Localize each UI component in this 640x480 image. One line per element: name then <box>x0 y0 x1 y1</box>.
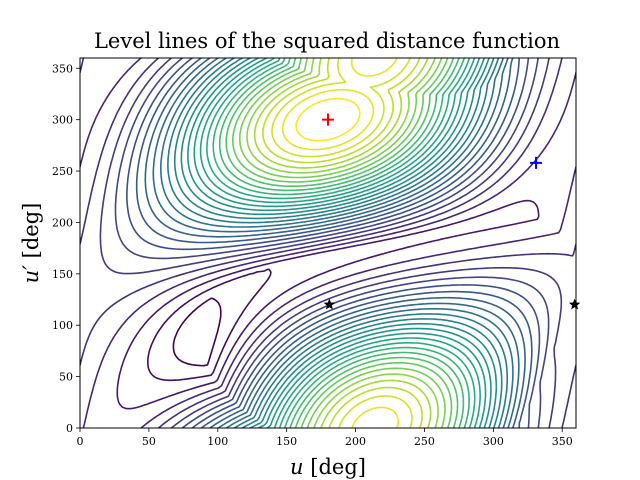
x-axis-label-var: u <box>290 455 304 479</box>
y-tick-label: 350 <box>52 62 73 75</box>
plus-marker <box>322 113 334 126</box>
contour-level <box>281 58 399 428</box>
x-tick-label: 250 <box>414 435 435 448</box>
contour-level <box>135 58 533 428</box>
y-tick-label: 50 <box>59 371 73 384</box>
contour-level <box>295 97 361 142</box>
y-tick-label: 0 <box>66 422 73 435</box>
x-tick-label: 100 <box>207 435 228 448</box>
y-axis-label-unit: [deg] <box>19 203 43 265</box>
chart-title: Level lines of the squared distance func… <box>94 29 560 53</box>
x-tick-label: 150 <box>276 435 297 448</box>
markers <box>322 113 581 310</box>
y-axis-label: u′ [deg] <box>19 203 43 284</box>
contour-level <box>246 58 439 428</box>
x-tick-label: 350 <box>552 435 573 448</box>
contour-level <box>147 268 272 382</box>
plus-marker <box>530 156 543 169</box>
contour-level <box>206 58 476 428</box>
x-tick-label: 0 <box>77 435 84 448</box>
y-axis-ticks: 0 50 100 150 200 250 300 350 <box>52 62 80 435</box>
plot-frame <box>79 57 577 429</box>
contour-level <box>152 58 520 428</box>
y-axis-label-var: u′ <box>19 265 43 284</box>
contour-level <box>253 58 432 428</box>
contour-level <box>225 58 459 428</box>
contour-level <box>116 199 540 410</box>
star-marker <box>568 298 581 310</box>
y-tick-label: 150 <box>52 268 73 281</box>
y-tick-label: 200 <box>52 216 73 229</box>
star-marker <box>323 298 336 310</box>
x-axis-label-unit: [deg] <box>304 455 366 479</box>
contour-level <box>239 58 446 428</box>
contour-level <box>180 58 498 428</box>
y-tick-label: 250 <box>52 165 73 178</box>
contour-level <box>160 58 514 428</box>
contour-level <box>212 58 470 428</box>
contour-level <box>80 58 576 428</box>
x-tick-label: 200 <box>345 435 366 448</box>
contour-level <box>187 58 492 428</box>
x-axis-label: u [deg] <box>290 455 366 479</box>
y-tick-label: 300 <box>52 114 73 127</box>
x-axis-ticks: 0 50 100 150 200 250 300 350 <box>77 428 573 448</box>
contour-level <box>232 58 453 428</box>
x-tick-label: 300 <box>483 435 504 448</box>
x-tick-label: 50 <box>142 435 156 448</box>
contour-level <box>262 58 423 428</box>
contour-level <box>271 58 413 428</box>
contour-level <box>172 297 222 367</box>
contour-lines <box>80 58 576 428</box>
y-tick-label: 100 <box>52 319 73 332</box>
contour-level <box>218 58 465 428</box>
